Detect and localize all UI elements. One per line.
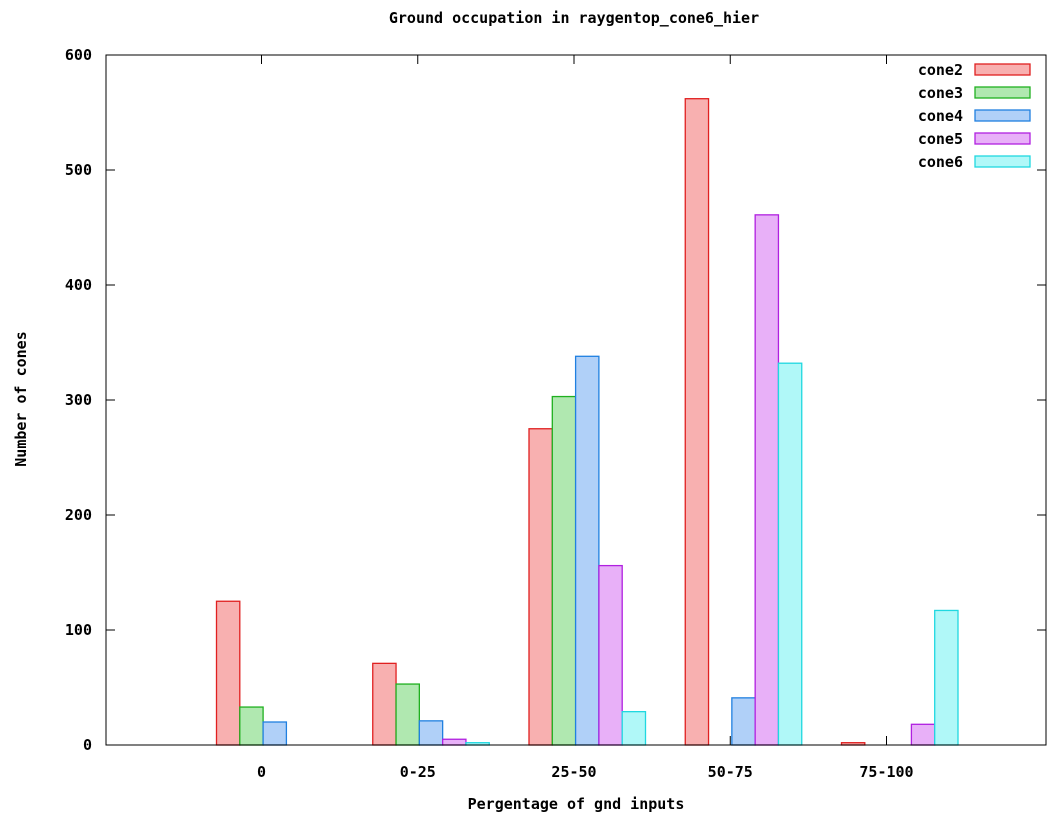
bar-cone3-25-50 bbox=[551, 395, 577, 746]
legend-swatch-cone6 bbox=[974, 155, 1031, 168]
x-tick-label: 0-25 bbox=[400, 763, 436, 781]
bar-cone4-25-50 bbox=[574, 355, 600, 746]
y-tick-label: 0 bbox=[83, 736, 92, 754]
y-tick-label: 100 bbox=[65, 621, 92, 639]
x-tick-label: 75-100 bbox=[859, 763, 913, 781]
x-tick-label: 25-50 bbox=[551, 763, 596, 781]
bar-cone5-25-50 bbox=[598, 564, 623, 746]
legend-label-cone5: cone5 bbox=[918, 130, 963, 148]
bar-cone4-0-25 bbox=[418, 720, 444, 746]
plot-frame bbox=[105, 54, 1047, 746]
x-axis-label: Pergentage of gnd inputs bbox=[468, 795, 685, 813]
bar-cone2-0 bbox=[215, 600, 241, 746]
y-tick-label: 600 bbox=[65, 46, 92, 64]
bar-cone2-50-75 bbox=[684, 98, 710, 746]
y-tick-label: 300 bbox=[65, 391, 92, 409]
bar-cone6-50-75 bbox=[777, 362, 803, 746]
legend-swatch-cone4 bbox=[974, 109, 1031, 122]
legend-label-cone6: cone6 bbox=[918, 153, 963, 171]
legend-label-cone3: cone3 bbox=[918, 84, 963, 102]
bars bbox=[215, 98, 959, 746]
bar-cone6-75-100 bbox=[934, 609, 959, 746]
bar-cone5-0-25 bbox=[441, 738, 467, 746]
x-tick-label: 50-75 bbox=[708, 763, 753, 781]
y-tick-label: 200 bbox=[65, 506, 92, 524]
y-axis-ticks: 0 100 200 300 400 500 600 bbox=[65, 46, 1046, 754]
legend-swatch-cone2 bbox=[974, 63, 1031, 76]
bar-cone6-25-50 bbox=[621, 711, 647, 746]
legend: cone2 cone3 cone4 cone5 cone6 bbox=[918, 61, 1031, 171]
legend-label-cone4: cone4 bbox=[918, 107, 963, 125]
y-axis-label: Number of cones bbox=[12, 331, 30, 466]
chart-title: Ground occupation in raygentop_cone6_hie… bbox=[389, 9, 759, 27]
x-tick-label: 0 bbox=[257, 763, 266, 781]
y-tick-label: 500 bbox=[65, 161, 92, 179]
x-axis-ticks: 0 0-25 25-50 50-75 75-100 bbox=[257, 55, 914, 781]
bar-cone2-0-25 bbox=[372, 662, 397, 746]
bar-cone3-0-25 bbox=[395, 683, 420, 746]
legend-swatch-cone3 bbox=[974, 86, 1031, 99]
bar-cone4-50-75 bbox=[731, 697, 756, 746]
bar-cone4-0 bbox=[262, 721, 288, 746]
y-tick-label: 400 bbox=[65, 276, 92, 294]
bar-cone3-0 bbox=[239, 706, 264, 746]
bar-cone5-50-75 bbox=[754, 214, 780, 746]
bar-cone2-25-50 bbox=[528, 428, 553, 746]
bar-cone5-75-100 bbox=[910, 723, 936, 746]
legend-swatch-cone5 bbox=[974, 132, 1031, 145]
legend-label-cone2: cone2 bbox=[918, 61, 963, 79]
